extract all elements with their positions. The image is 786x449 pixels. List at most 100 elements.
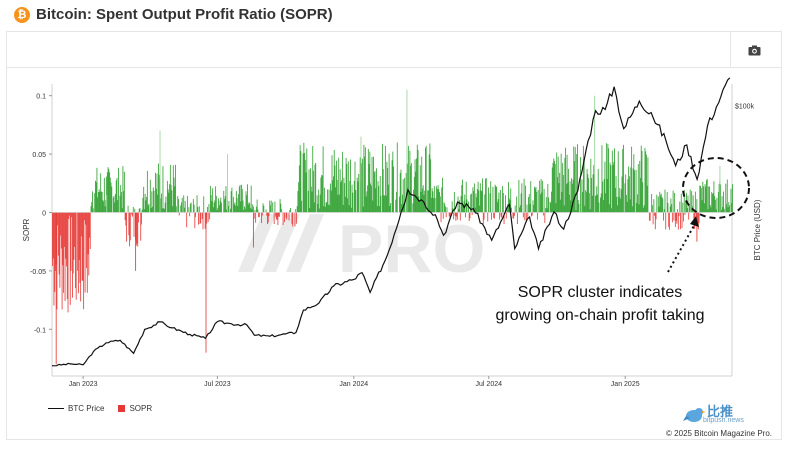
sopr-bar-negative [275, 212, 277, 217]
sopr-bar-positive [127, 205, 129, 213]
sopr-bar-negative [128, 212, 130, 236]
sopr-bar-positive [146, 196, 148, 213]
sopr-bar-positive [240, 201, 242, 213]
sopr-bar-positive [563, 205, 565, 213]
sopr-bar-positive [562, 174, 564, 213]
sopr-bar-positive [310, 186, 312, 213]
sopr-bar-positive [373, 172, 375, 213]
sopr-bar-positive [100, 191, 102, 213]
sopr-bar-positive [355, 190, 357, 213]
sopr-bar-positive [574, 147, 576, 213]
sopr-bar-positive [387, 184, 389, 213]
sopr-bar-positive [626, 202, 628, 213]
sopr-bar-positive [145, 200, 147, 213]
sopr-bar-positive [362, 206, 364, 213]
sopr-bar-positive [612, 164, 614, 213]
sopr-bar-positive [549, 201, 551, 213]
sopr-bar-positive [111, 186, 113, 213]
sopr-bar-positive [338, 194, 340, 213]
sopr-bar-positive [608, 204, 610, 213]
sopr-bar-positive [115, 194, 116, 213]
sopr-bar-negative [64, 212, 66, 301]
sopr-bar-positive [574, 161, 575, 213]
sopr-bar-negative [442, 212, 444, 219]
sopr-bar-positive [565, 184, 567, 213]
sopr-bar-positive [224, 199, 225, 213]
sopr-bar-positive [489, 193, 491, 213]
sopr-spike-positive [719, 165, 721, 213]
sopr-bar-negative [493, 212, 495, 218]
sopr-bar-positive [679, 201, 681, 213]
sopr-bar-positive [249, 203, 251, 213]
sopr-bar-positive [421, 156, 423, 213]
sopr-bar-positive [433, 198, 435, 213]
sopr-bar-positive [434, 197, 436, 213]
sopr-bar-positive [396, 191, 397, 213]
sopr-bar-positive [92, 208, 94, 213]
sopr-bar-negative [56, 212, 58, 310]
sopr-bar-positive [352, 192, 354, 213]
sopr-bar-negative [54, 212, 56, 292]
sopr-bar-positive [689, 189, 691, 213]
sopr-bar-positive [197, 206, 199, 213]
sopr-bar-negative [536, 212, 538, 220]
sopr-bar-positive [269, 200, 271, 213]
sopr-bar-positive [345, 157, 347, 213]
sopr-bar-negative [81, 212, 83, 281]
sopr-bar-positive [647, 157, 649, 213]
sopr-bar-positive [520, 193, 522, 213]
sopr-bar-positive [565, 147, 567, 213]
sopr-bar-positive [341, 180, 343, 213]
sopr-bar-positive [393, 166, 395, 213]
sopr-bar-negative [258, 212, 260, 218]
sopr-bar-positive [478, 190, 480, 213]
sopr-bar-positive [375, 188, 377, 213]
sopr-bar-positive [233, 204, 235, 213]
sopr-bar-positive [462, 179, 463, 213]
sopr-bar-positive [622, 149, 624, 213]
sopr-bar-positive [720, 184, 722, 213]
sopr-bar-positive [134, 208, 136, 213]
sopr-bar-positive [298, 182, 300, 213]
sopr-bar-positive [518, 180, 520, 213]
sopr-bar-positive [270, 200, 272, 213]
sopr-bar-positive [317, 203, 319, 213]
legend-item-btc-price[interactable]: BTC Price [48, 404, 104, 413]
sopr-bar-positive [380, 195, 382, 213]
sopr-bar-positive [572, 179, 574, 213]
sopr-bar-positive [272, 202, 274, 213]
sopr-bar-positive [365, 196, 367, 213]
chart-legend: BTC Price SOPR [48, 404, 166, 413]
sopr-bar-positive [545, 197, 547, 213]
sopr-bar-positive [666, 192, 668, 213]
sopr-bar-positive [584, 205, 586, 213]
sopr-bar-positive [181, 202, 182, 213]
sopr-bar-positive [550, 202, 552, 213]
sopr-bar-positive [591, 195, 593, 213]
sopr-bar-positive [368, 164, 370, 213]
sopr-bar-negative [82, 212, 84, 281]
sopr-bar-positive [508, 182, 509, 213]
sopr-bar-positive [309, 208, 311, 213]
sopr-bar-negative [465, 212, 466, 218]
sopr-bar-positive [729, 205, 730, 213]
legend-item-sopr[interactable]: SOPR [118, 404, 152, 413]
sopr-bar-positive [481, 191, 483, 213]
sopr-bar-positive [158, 174, 160, 213]
sopr-bar-negative [68, 212, 70, 219]
sopr-bar-negative [445, 212, 447, 218]
sopr-bar-positive [404, 177, 406, 213]
sopr-bar-positive [578, 203, 580, 213]
sopr-bar-positive [476, 197, 478, 213]
sopr-bar-positive [305, 172, 307, 213]
sopr-bar-positive [354, 161, 356, 213]
screenshot-button[interactable] [730, 32, 777, 68]
sopr-bar-positive [496, 202, 498, 213]
sopr-bar-negative [649, 212, 651, 221]
sopr-bar-positive [326, 202, 328, 213]
sopr-bar-positive [315, 162, 317, 213]
highlight-circle [682, 157, 750, 219]
sopr-bar-negative [58, 212, 60, 275]
sopr-bar-positive [346, 163, 348, 213]
sopr-spike-positive [594, 95, 596, 213]
